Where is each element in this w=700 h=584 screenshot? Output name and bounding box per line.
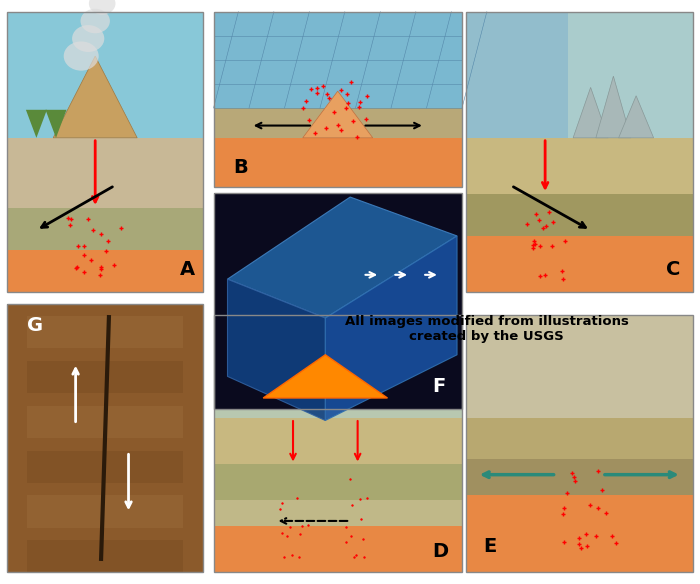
Bar (7, 304, 203, 572)
Bar (466, 138, 693, 194)
Bar (7, 208, 203, 250)
Bar (466, 236, 693, 292)
Bar (7, 250, 203, 292)
Bar (466, 459, 693, 495)
Bar (466, 418, 693, 459)
Circle shape (72, 25, 104, 52)
Bar (27, 316, 183, 349)
Bar (7, 138, 203, 208)
Bar (214, 193, 462, 409)
Bar (466, 315, 693, 572)
Polygon shape (619, 96, 654, 138)
Bar (214, 108, 462, 138)
Bar (466, 12, 568, 138)
Bar (466, 315, 693, 418)
Polygon shape (326, 236, 457, 420)
Text: All images modified from illustrations
created by the USGS: All images modified from illustrations c… (344, 315, 629, 343)
Bar (214, 12, 462, 108)
Bar (466, 12, 693, 292)
Bar (27, 361, 183, 393)
Circle shape (89, 0, 116, 15)
Text: A: A (179, 260, 195, 279)
Bar (27, 450, 183, 483)
Bar (214, 12, 462, 187)
Polygon shape (46, 110, 66, 138)
Bar (27, 406, 183, 438)
Polygon shape (228, 279, 326, 420)
Bar (7, 304, 203, 572)
Circle shape (64, 41, 99, 71)
Bar (466, 495, 693, 572)
Text: F: F (432, 377, 445, 395)
Bar (7, 12, 203, 292)
Bar (214, 464, 462, 500)
Polygon shape (26, 110, 47, 138)
Bar (7, 12, 203, 138)
Bar (214, 193, 462, 409)
Polygon shape (228, 197, 457, 318)
Text: G: G (27, 315, 43, 335)
Text: C: C (666, 260, 680, 279)
Circle shape (80, 9, 110, 33)
Text: B: B (233, 158, 248, 177)
Bar (27, 540, 183, 572)
Bar (214, 526, 462, 572)
Text: E: E (484, 537, 497, 556)
Polygon shape (53, 56, 137, 138)
Bar (466, 12, 693, 138)
Bar (214, 418, 462, 464)
Polygon shape (596, 76, 631, 138)
Polygon shape (302, 91, 372, 138)
Bar (27, 495, 183, 527)
Bar (214, 315, 462, 572)
Bar (214, 138, 462, 187)
Bar (214, 315, 462, 418)
Polygon shape (573, 88, 608, 138)
Bar (466, 194, 693, 236)
Polygon shape (263, 355, 388, 398)
Bar (214, 500, 462, 526)
Text: D: D (432, 542, 448, 561)
